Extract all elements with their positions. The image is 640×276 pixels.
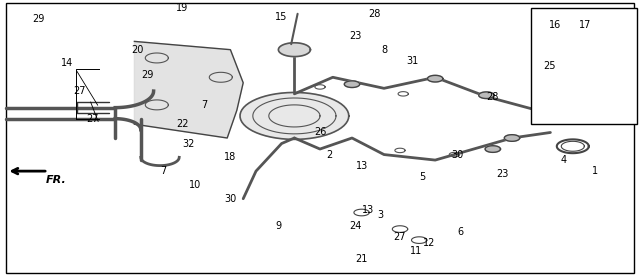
- Text: 21: 21: [355, 254, 368, 264]
- Text: 7: 7: [160, 166, 166, 176]
- Polygon shape: [479, 92, 494, 99]
- Polygon shape: [485, 146, 500, 152]
- Text: 15: 15: [275, 12, 288, 22]
- Text: 31: 31: [406, 56, 419, 66]
- Text: 25: 25: [543, 61, 556, 71]
- Bar: [531, 8, 637, 124]
- Text: 29: 29: [32, 14, 45, 24]
- Text: 19: 19: [176, 3, 189, 13]
- Text: 23: 23: [496, 169, 509, 179]
- Text: 10: 10: [189, 180, 202, 190]
- Text: 28: 28: [368, 9, 381, 19]
- Text: 14: 14: [61, 59, 74, 68]
- Text: 20: 20: [131, 45, 144, 55]
- Polygon shape: [240, 92, 349, 139]
- Text: 28: 28: [486, 92, 499, 102]
- Text: 5: 5: [419, 172, 426, 182]
- Text: FR.: FR.: [46, 175, 67, 185]
- Polygon shape: [546, 45, 569, 55]
- Text: 32: 32: [182, 139, 195, 148]
- Text: 13: 13: [355, 161, 368, 171]
- Text: 26: 26: [314, 128, 326, 137]
- Text: 12: 12: [422, 238, 435, 248]
- Text: 3: 3: [378, 210, 384, 220]
- Text: 27: 27: [86, 114, 99, 124]
- Polygon shape: [134, 41, 243, 138]
- Text: 22: 22: [176, 119, 189, 129]
- Text: 27: 27: [74, 86, 86, 96]
- Text: 30: 30: [451, 150, 464, 160]
- Text: 16: 16: [549, 20, 562, 30]
- Text: 9: 9: [275, 221, 282, 231]
- Text: 8: 8: [381, 45, 387, 55]
- Text: 1: 1: [592, 166, 598, 176]
- Polygon shape: [561, 45, 584, 55]
- Text: 13: 13: [362, 205, 374, 215]
- Text: 11: 11: [410, 246, 422, 256]
- Polygon shape: [428, 75, 443, 82]
- Text: 2: 2: [326, 150, 333, 160]
- Text: 27: 27: [394, 232, 406, 242]
- Text: 17: 17: [579, 20, 592, 30]
- Text: 24: 24: [349, 221, 362, 231]
- Text: 4: 4: [560, 155, 566, 165]
- Text: 30: 30: [224, 194, 237, 204]
- Polygon shape: [278, 43, 310, 57]
- Text: 18: 18: [224, 152, 237, 162]
- Polygon shape: [344, 81, 360, 87]
- Text: 7: 7: [202, 100, 208, 110]
- Text: 6: 6: [458, 227, 464, 237]
- Polygon shape: [504, 135, 520, 141]
- Text: 23: 23: [349, 31, 362, 41]
- Text: 29: 29: [141, 70, 154, 79]
